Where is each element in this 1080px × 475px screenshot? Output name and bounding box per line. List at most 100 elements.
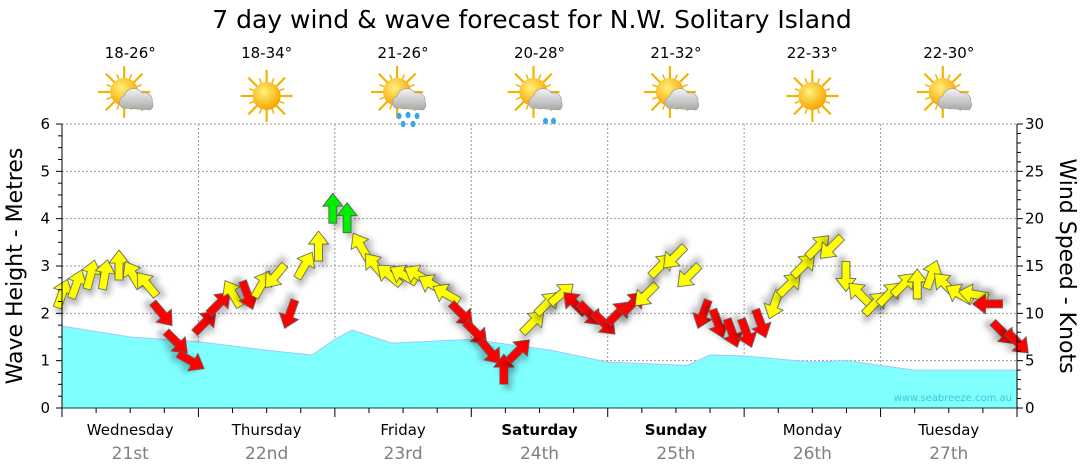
y2-tick-label: 0: [1025, 399, 1035, 417]
sun-ray: [824, 100, 831, 104]
wind-arrow: [775, 273, 801, 299]
axes: 0 1 2 3 4 5 6 0 5 10 15 20 25 30 Wednesday 21st Thursday…: [40, 115, 1044, 464]
sun-ray: [105, 100, 116, 112]
wind-arrow: [462, 318, 488, 345]
sun-ray: [545, 84, 552, 88]
temperature-range: 20-28°: [514, 44, 565, 62]
wind-arrow: [265, 261, 289, 289]
wind-arrow: [136, 272, 161, 299]
rain-drop: [543, 117, 548, 125]
y2-tick-label: 20: [1025, 210, 1044, 228]
wind-arrow: [293, 251, 315, 281]
sun-ray: [514, 72, 526, 84]
temperature-range: 21-32°: [650, 44, 701, 62]
day-date-label: 23rd: [384, 444, 423, 464]
sun-ray: [794, 88, 801, 92]
wind-arrow: [336, 202, 358, 234]
wind-arrow: [519, 311, 545, 337]
y-tick-label: 3: [40, 257, 50, 275]
sun-ray: [793, 76, 804, 88]
sun-ray: [514, 100, 526, 112]
watermark: www.seabreeze.com.au: [894, 393, 1012, 404]
sun-ray: [652, 96, 659, 100]
day-date-label: 25th: [656, 444, 695, 464]
sun-ray: [650, 100, 662, 112]
temperature-range: 18-26°: [105, 44, 156, 62]
y2-tick-label: 25: [1025, 162, 1044, 180]
cloud: [119, 88, 154, 111]
wind-arrow: [447, 300, 473, 326]
wind-arrow: [307, 230, 330, 262]
sun-ray: [678, 72, 690, 84]
cloud: [528, 88, 563, 111]
day-date-label: 26th: [793, 444, 832, 464]
sun-ray: [132, 72, 144, 84]
wind-arrow: [504, 339, 530, 365]
sun-ray: [247, 104, 259, 116]
partly-cloudy-weather-icon: [916, 66, 972, 118]
wind-arrow: [1003, 328, 1029, 354]
day-name-label: Thursday: [231, 421, 302, 439]
wind-arrow: [222, 279, 245, 310]
wind-arrow: [175, 349, 205, 372]
sun-ray: [379, 84, 386, 88]
sun-ray: [278, 100, 285, 104]
temperature-range: 21-26°: [378, 44, 429, 62]
sun-ray: [820, 104, 832, 116]
rain-drop: [396, 112, 402, 120]
sun-ray: [105, 72, 116, 84]
sun-ray: [377, 100, 389, 112]
wind-arrow: [94, 259, 116, 291]
y-tick-label: 1: [40, 352, 50, 370]
partly-cloudy-weather-icon: [643, 66, 699, 118]
sun-ray: [278, 88, 285, 92]
y2-tick-label: 15: [1025, 257, 1044, 275]
y-tick-label: 6: [40, 115, 50, 133]
wind-arrow: [432, 283, 462, 306]
wind-arrow: [149, 299, 173, 327]
wind-arrow: [971, 293, 1003, 315]
rain-drop: [414, 112, 420, 120]
wind-arrow: [736, 317, 758, 348]
sun-ray: [377, 72, 389, 84]
wind-arrow: [476, 337, 501, 364]
wind-arrow: [80, 259, 102, 291]
temperature-range: 22-33°: [787, 44, 838, 62]
cloud: [937, 88, 972, 111]
wave-series: [61, 325, 1018, 409]
weather-row: 18-26° 18-34° 21-26° 20-28° 21-32° 22-33° 22-3…: [98, 44, 974, 128]
sun-ray: [275, 104, 286, 116]
day-date-label: 22nd: [245, 444, 288, 464]
day-name-label: Monday: [783, 421, 842, 439]
y-tick-label: 0: [40, 399, 50, 417]
wind-arrow: [789, 254, 815, 280]
sun-ray: [923, 72, 935, 84]
day-name-label: Tuesday: [917, 421, 979, 439]
y-axis-label: Wave Height - Metres: [3, 148, 28, 385]
rain-drop: [410, 120, 416, 128]
sun-ray: [408, 84, 415, 88]
sun-ray: [954, 84, 961, 88]
partly-cloudy-weather-icon: [98, 66, 154, 118]
rain-drop: [551, 117, 556, 125]
temperature-range: 22-30°: [923, 44, 974, 62]
day-name-label: Wednesday: [87, 421, 174, 439]
wind-arrow: [322, 192, 344, 224]
sun-ray: [379, 96, 386, 100]
sun-disc: [252, 82, 281, 110]
sun-ray: [515, 96, 522, 100]
temperature-range: 18-34°: [241, 44, 292, 62]
wind-arrow: [279, 298, 300, 329]
wind-arrow: [692, 298, 713, 329]
sun-ray: [652, 84, 659, 88]
rain-weather-icon: [371, 66, 427, 128]
day-name-label: Friday: [380, 421, 426, 439]
sun-ray: [541, 72, 553, 84]
sun-ray: [924, 84, 932, 88]
sun-disc: [798, 82, 827, 110]
y2-tick-label: 30: [1025, 115, 1044, 133]
sun-ray: [515, 84, 522, 88]
y2-axis-label: Wind Speed - Knots: [1054, 158, 1079, 373]
y2-tick-label: 10: [1025, 304, 1044, 322]
sun-ray: [681, 84, 688, 88]
